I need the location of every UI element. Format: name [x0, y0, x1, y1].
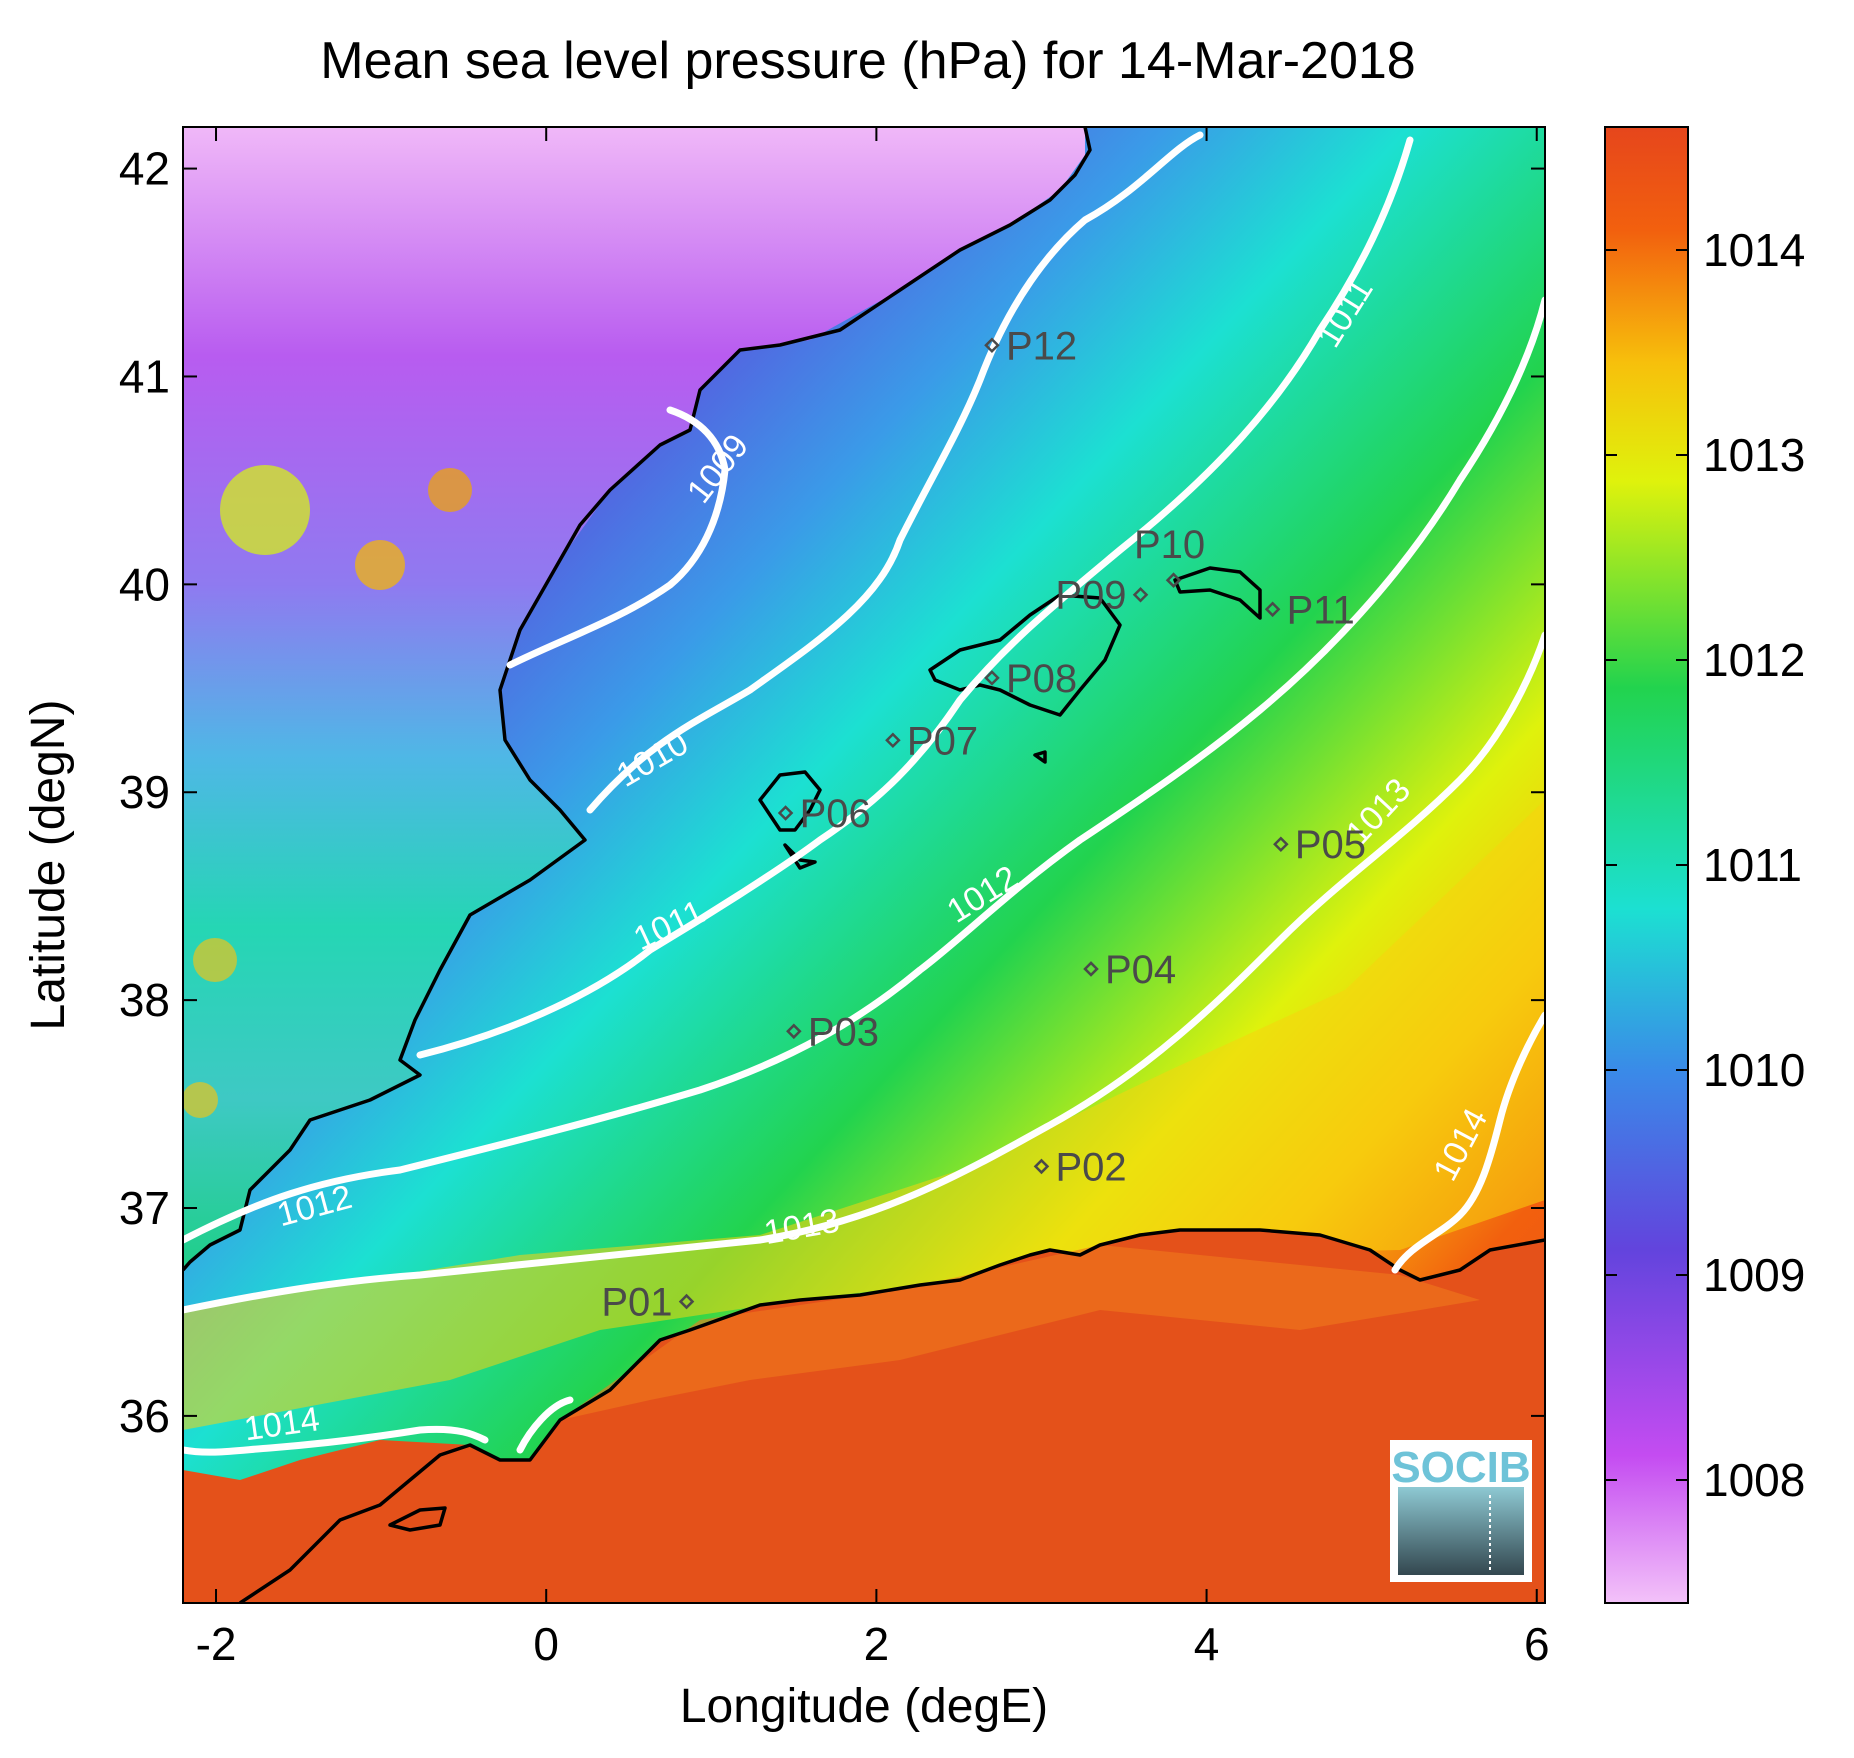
x-tick-label: -2: [196, 1618, 237, 1670]
africa-coastline: [239, 1228, 1545, 1603]
station-marker: [777, 805, 794, 821]
y-tick-label: 36: [119, 1390, 170, 1442]
station-label: P03: [808, 1010, 879, 1054]
colorbar-tick-label: 1009: [1703, 1249, 1805, 1301]
africa-land: [183, 1230, 1545, 1603]
map-title: Mean sea level pressure (hPa) for 14-Mar…: [320, 32, 1415, 90]
station-marker: [1273, 836, 1289, 852]
logo-text: SOCIB: [1391, 1443, 1530, 1492]
isobar-1010: [586, 131, 1204, 814]
y-tick-label: 39: [119, 766, 170, 818]
y-tick-label: 41: [119, 350, 170, 402]
station-label: P01: [601, 1281, 672, 1325]
station-marker: [984, 337, 1000, 354]
colorbar-tick-label: 1013: [1703, 429, 1805, 481]
station-marker: [984, 670, 1000, 686]
x-tick-label: 6: [1524, 1618, 1550, 1670]
station-label: P10: [1134, 523, 1205, 567]
colorbar-tick-label: 1010: [1703, 1044, 1805, 1096]
alboran-islet: [388, 1506, 447, 1532]
station-label: P11: [1287, 588, 1355, 632]
isobar-1013: [183, 631, 1545, 1314]
isobar-1014: [183, 1011, 1545, 1456]
plot-frame: [182, 126, 1546, 1604]
socib-logo: SOCIB: [1390, 1440, 1532, 1582]
colorbar-tick-label: 1014: [1703, 224, 1805, 276]
station-marker: [1083, 961, 1099, 977]
station-marker: [786, 1023, 802, 1040]
iberia-coastline: [183, 127, 1092, 1272]
land-spot: [428, 468, 472, 512]
station-marker: [1264, 601, 1281, 618]
y-axis-label: Latitude (degN): [22, 700, 75, 1031]
menorca-coastline: [1173, 566, 1262, 620]
y-tick-label: 38: [119, 974, 170, 1026]
station-marker: [885, 732, 901, 749]
y-tick-label: 37: [119, 1182, 170, 1234]
y-tick-label: 42: [119, 143, 170, 195]
station-label: P07: [907, 719, 978, 763]
x-axis-ticks: -2 0 2 4 6: [196, 127, 1550, 1670]
isobar-1011: [416, 136, 1414, 1059]
station-label: P09: [1055, 574, 1126, 618]
colorbar-tick-label: 1012: [1703, 634, 1805, 686]
x-tick-label: 4: [1194, 1618, 1220, 1670]
logo-sea: [1398, 1487, 1524, 1575]
cabrera-coastline: [1033, 750, 1047, 764]
colorbar-gradient: [1604, 126, 1689, 1604]
station-marker: [1132, 586, 1149, 603]
station-marker: [678, 1293, 695, 1310]
station-marker: [1033, 1158, 1050, 1175]
y-axis-ticks: 36 37 38 39 40 41 42: [119, 143, 1545, 1442]
x-tick-label: 2: [864, 1618, 890, 1670]
station-label: P06: [800, 792, 871, 836]
station-label: P05: [1295, 823, 1366, 867]
colorbar: 1008 1009 1010 1011 1012 1013 1014: [1604, 126, 1805, 1604]
coastlines: [183, 127, 1545, 1603]
colorbar-ticks: 1008 1009 1010 1011 1012 1013 1014: [1605, 224, 1805, 1506]
ibiza-coastline: [758, 770, 822, 832]
africa-texture: [560, 1245, 1480, 1420]
land-spot: [193, 938, 237, 982]
x-tick-label: 0: [533, 1618, 559, 1670]
isobar-1012: [183, 296, 1545, 1244]
land-spot: [355, 540, 405, 590]
colorbar-tick-label: 1008: [1703, 1454, 1805, 1506]
station-label: P08: [1006, 657, 1077, 701]
x-axis-label: Longitude (degE): [680, 1680, 1048, 1733]
y-tick-label: 40: [119, 558, 170, 610]
colorbar-tick-label: 1011: [1703, 839, 1802, 891]
land-spot: [183, 1082, 218, 1118]
station-label: P12: [1006, 324, 1077, 368]
isobar-1009: [506, 406, 729, 669]
station-label: P02: [1055, 1145, 1126, 1189]
iberia-land: [183, 127, 1085, 1270]
station-label: P04: [1105, 948, 1176, 992]
land-spot: [220, 465, 310, 555]
isobars: [183, 131, 1545, 1456]
band-1013: [183, 800, 1545, 1430]
pressure-field: [183, 127, 1545, 1603]
station-marker: [1165, 572, 1182, 588]
